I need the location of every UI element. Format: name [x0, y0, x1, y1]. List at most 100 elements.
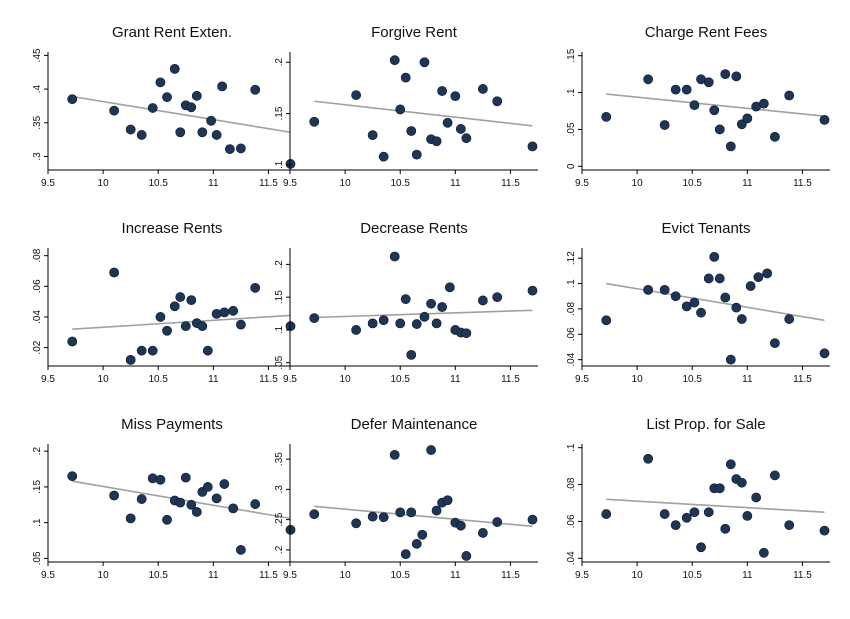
data-point [703, 507, 714, 518]
x-tick-label: 10.5 [390, 178, 410, 189]
data-point [202, 482, 213, 492]
data-point [784, 520, 795, 531]
panel-title: Defer Maintenance [351, 416, 478, 433]
data-point [400, 72, 411, 83]
data-point [450, 91, 461, 102]
data-point [378, 315, 389, 326]
data-point [351, 325, 362, 335]
data-point [411, 149, 422, 160]
fit-line [606, 498, 825, 514]
scatter-panel-9: List Prop. for Sale 9.5 10 10.5 11 11.5 .04 .06… [566, 416, 830, 581]
data-point [211, 130, 222, 140]
data-point [762, 268, 773, 279]
y-tick-label: .15 [32, 480, 43, 494]
x-tick-label: 11 [450, 570, 461, 581]
data-point [155, 77, 166, 88]
data-point [659, 509, 670, 519]
x-tick-label: 10.5 [148, 178, 168, 189]
data-point [601, 315, 612, 326]
fit-line [72, 314, 291, 331]
x-tick-label: 11 [742, 178, 753, 189]
data-point [709, 251, 720, 262]
data-point [769, 131, 780, 142]
y-tick-label: .08 [566, 302, 577, 316]
data-point [400, 549, 411, 560]
data-point [389, 449, 400, 460]
x-tick-label: 10.5 [390, 570, 410, 581]
data-point [442, 117, 453, 128]
x-tick-label: 11.5 [501, 374, 520, 385]
x-tick-label: 10.5 [682, 374, 702, 385]
x-tick-label: 10 [98, 374, 110, 385]
data-point [670, 84, 681, 95]
y-tick-label: .1 [274, 325, 285, 334]
y-tick-label: .05 [566, 122, 577, 136]
data-point [224, 144, 235, 154]
data-point [784, 314, 795, 324]
y-tick-label: .05 [274, 355, 285, 369]
data-point [169, 63, 180, 74]
data-point [211, 493, 222, 504]
panel-title: Decrease Rents [360, 220, 468, 237]
data-point [309, 116, 320, 127]
data-point [725, 459, 736, 470]
x-tick-label: 9.5 [283, 374, 297, 385]
data-point [67, 336, 78, 347]
data-point [395, 318, 406, 329]
data-point [378, 512, 389, 523]
data-point [109, 490, 120, 501]
data-point [186, 295, 197, 306]
y-tick-label: .3 [32, 152, 43, 161]
data-point [417, 529, 428, 540]
fit-line [606, 93, 825, 117]
y-tick-label: .2 [32, 447, 43, 456]
x-tick-label: 10 [340, 178, 352, 189]
data-point [109, 267, 120, 278]
scatter-panel-3: Charge Rent Fees 9.5 10 10.5 11 11.5 0 .05 .1 .15 [566, 24, 830, 189]
data-point [709, 105, 720, 116]
data-point [643, 74, 654, 85]
x-tick-label: 10.5 [682, 570, 702, 581]
y-tick-label: .2 [274, 545, 285, 554]
data-point [492, 96, 503, 107]
data-point [67, 471, 78, 482]
data-point [351, 90, 362, 100]
x-tick-label: 11 [450, 374, 461, 385]
data-point [202, 345, 213, 356]
y-tick-label: .2 [274, 58, 285, 67]
scatter-panel-1: Grant Rent Exten. 9.5 10 10.5 11 11.5 .3 .35 .4.… [32, 24, 296, 189]
data-point [444, 282, 455, 293]
data-point [411, 538, 422, 549]
x-tick-label: 9.5 [283, 178, 297, 189]
scatter-panel-6: Evict Tenants 9.5 10 10.5 11 11.5 .04 .06 .08 .1.… [566, 220, 830, 385]
data-point [769, 338, 780, 349]
data-point [492, 517, 503, 527]
data-point [725, 354, 736, 365]
x-tick-label: 9.5 [41, 570, 55, 581]
data-point [389, 55, 400, 66]
data-point [601, 509, 612, 519]
data-point [389, 251, 400, 262]
y-tick-label: .2 [274, 260, 285, 269]
panel-title: Evict Tenants [662, 220, 751, 237]
data-point [477, 295, 488, 306]
x-tick-label: 11 [742, 570, 753, 581]
data-point [643, 453, 654, 464]
data-point [742, 113, 753, 124]
data-point [228, 305, 239, 316]
data-point [431, 318, 442, 329]
data-point [758, 98, 769, 109]
data-point [455, 124, 466, 134]
data-point [753, 272, 764, 283]
x-tick-label: 11 [208, 570, 219, 581]
y-tick-label: .06 [566, 327, 577, 341]
y-tick-label: .1 [32, 518, 43, 527]
y-tick-label: .35 [32, 115, 43, 129]
data-point [681, 84, 692, 95]
data-point [720, 69, 731, 80]
x-tick-label: 9.5 [41, 178, 55, 189]
panel-title: Increase Rents [122, 220, 223, 237]
data-point [461, 328, 472, 339]
y-tick-label: .1 [566, 88, 577, 97]
data-point [235, 319, 246, 330]
